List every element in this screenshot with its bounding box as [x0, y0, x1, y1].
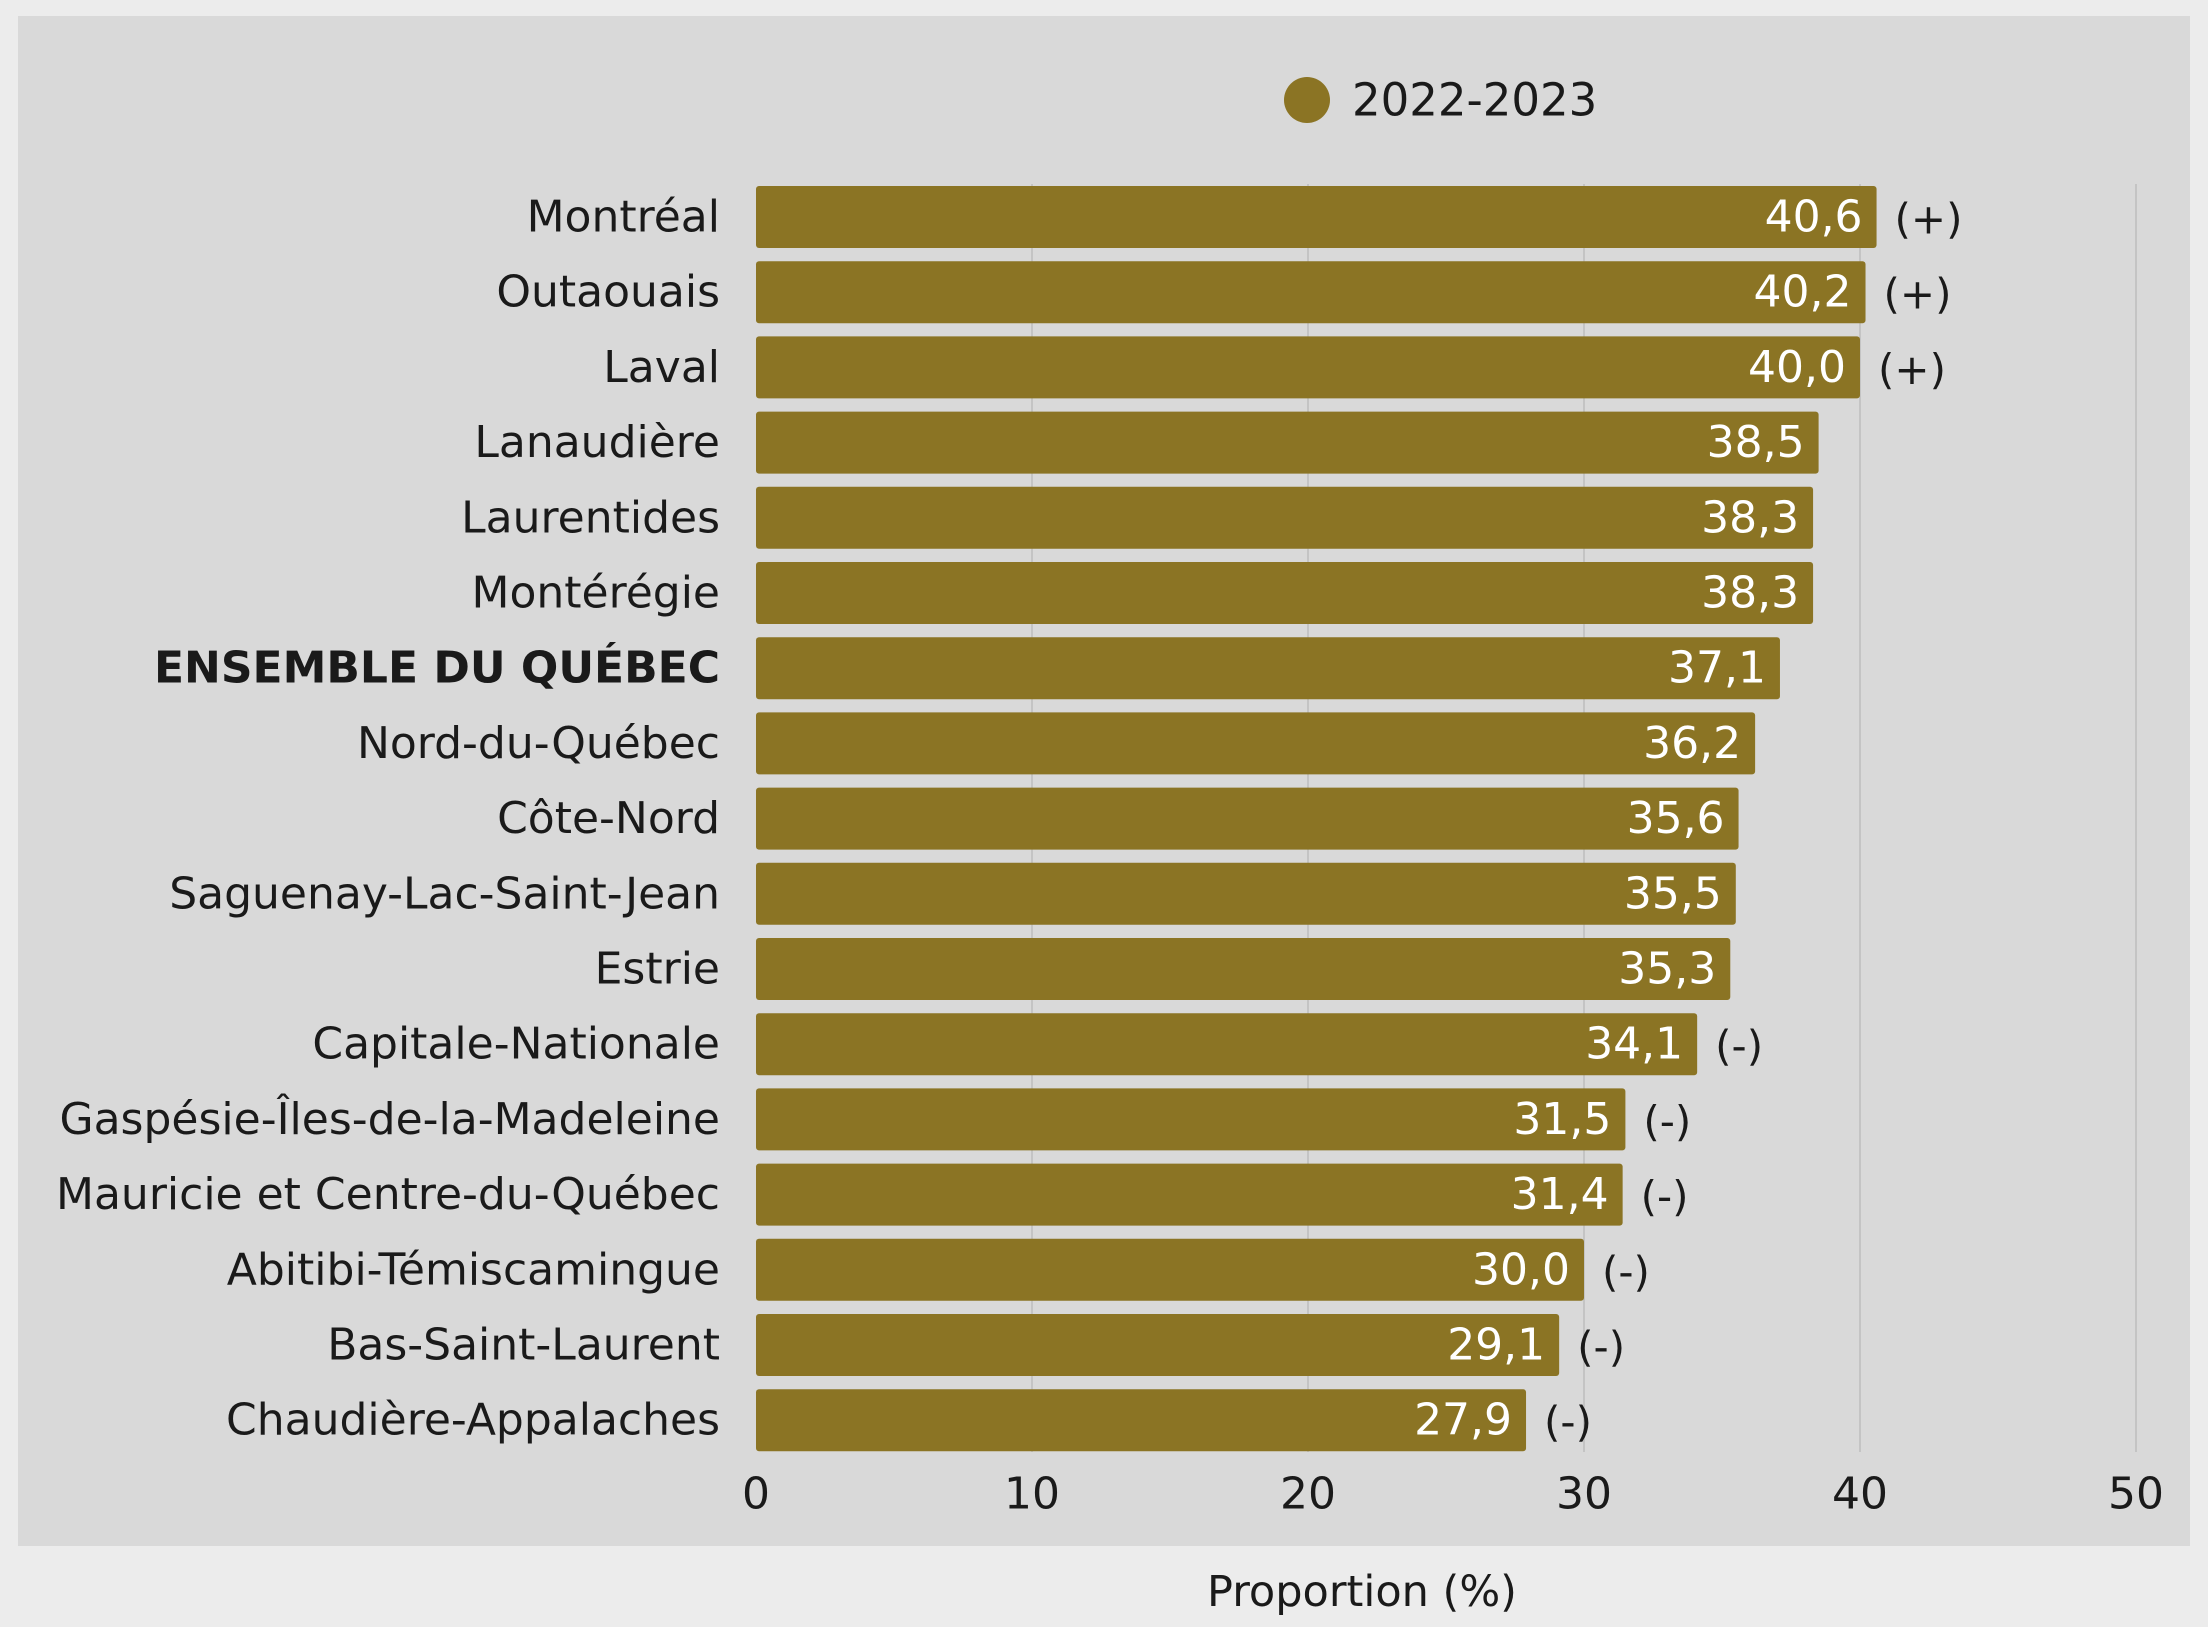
category-label: Outaouais: [496, 267, 720, 318]
bar-annotation: (+): [1878, 345, 1946, 394]
bar-annotation: (+): [1895, 195, 1963, 244]
bar-value-label: 34,1: [1585, 1019, 1683, 1070]
x-tick-label: 40: [1832, 1469, 1888, 1520]
bar-value-label: 40,2: [1754, 267, 1852, 318]
category-label: Chaudière-Appalaches: [226, 1395, 720, 1446]
bar: [756, 938, 1731, 1000]
category-label: Lanaudière: [474, 417, 720, 468]
bar-value-label: 35,3: [1618, 944, 1716, 995]
bar: [756, 411, 1819, 474]
bar-value-label: 35,5: [1624, 868, 1722, 919]
bar: [756, 486, 1814, 549]
category-label: Laval: [603, 342, 720, 393]
bar: [756, 1088, 1626, 1151]
category-label: Nord-du-Québec: [357, 718, 720, 769]
category-label: Saguenay-Lac-Saint-Jean: [169, 868, 720, 919]
bar: [756, 712, 1756, 775]
bar-annotation: (-): [1715, 1022, 1763, 1071]
bar: [756, 1013, 1698, 1076]
bar: [756, 336, 1860, 399]
bar: [756, 261, 1866, 324]
bar-value-label: 31,4: [1511, 1169, 1609, 1220]
x-tick-label: 50: [2108, 1469, 2164, 1520]
category-label: Capitale-Nationale: [312, 1019, 720, 1070]
bar-annotation: (+): [1884, 270, 1952, 319]
bar-value-label: 38,3: [1701, 492, 1799, 543]
bar-annotation: (-): [1544, 1398, 1592, 1447]
x-axis-title: Proportion (%): [1207, 1567, 1517, 1617]
category-label: Côte-Nord: [497, 793, 720, 844]
bar-value-label: 31,5: [1513, 1094, 1611, 1145]
category-label: ENSEMBLE DU QUÉBEC: [154, 641, 720, 694]
bar-annotation: (-): [1577, 1323, 1625, 1372]
x-tick-label: 30: [1556, 1469, 1612, 1520]
bars: 40,6 (+) 40,2 (+) 40,0 (+) 38,5 38,3 38,3 37,1 36,…: [756, 186, 1963, 1452]
bar: [756, 637, 1780, 700]
bar-annotation: (-): [1643, 1097, 1691, 1146]
bar: [756, 1314, 1560, 1376]
bar: [756, 1389, 1527, 1452]
bar-value-label: 40,6: [1765, 192, 1863, 243]
category-label: Montérégie: [471, 568, 720, 619]
legend-marker: [1284, 77, 1330, 123]
category-label: Bas-Saint-Laurent: [327, 1320, 720, 1371]
x-axis-ticks: 0 10 20 30 40 50: [742, 1469, 2164, 1520]
legend: 2022-2023: [1284, 74, 1597, 127]
bar: [756, 862, 1736, 925]
bar: [756, 1238, 1584, 1301]
bar-value-label: 40,0: [1748, 342, 1846, 393]
x-tick-label: 20: [1280, 1469, 1336, 1520]
category-label: Laurentides: [461, 492, 720, 543]
category-label: Montréal: [527, 192, 720, 243]
bar-value-label: 27,9: [1414, 1395, 1512, 1446]
bar: [756, 186, 1877, 248]
category-label: Mauricie et Centre-du-Québec: [56, 1169, 720, 1220]
bar-annotation: (-): [1641, 1172, 1689, 1221]
bar-value-label: 35,6: [1627, 793, 1725, 844]
bar-value-label: 38,5: [1707, 417, 1805, 468]
category-label: Estrie: [595, 944, 720, 995]
bar: [756, 787, 1739, 850]
x-tick-label: 10: [1004, 1469, 1060, 1520]
category-labels: Montréal Outaouais Laval Lanaudière Laurenti…: [56, 192, 720, 1446]
bar-value-label: 38,3: [1701, 568, 1799, 619]
bar-value-label: 36,2: [1643, 718, 1741, 769]
category-label: Abitibi-Témiscamingue: [227, 1244, 720, 1295]
bar: [756, 562, 1814, 624]
bar: [756, 1163, 1623, 1226]
bar-value-label: 29,1: [1447, 1320, 1545, 1371]
bar-value-label: 37,1: [1668, 643, 1766, 694]
bar-value-label: 30,0: [1472, 1244, 1570, 1295]
x-tick-label: 0: [742, 1469, 770, 1520]
bar-annotation: (-): [1602, 1247, 1650, 1296]
category-label: Gaspésie-Îles-de-la-Madeleine: [60, 1092, 721, 1145]
legend-label: 2022-2023: [1352, 74, 1597, 127]
